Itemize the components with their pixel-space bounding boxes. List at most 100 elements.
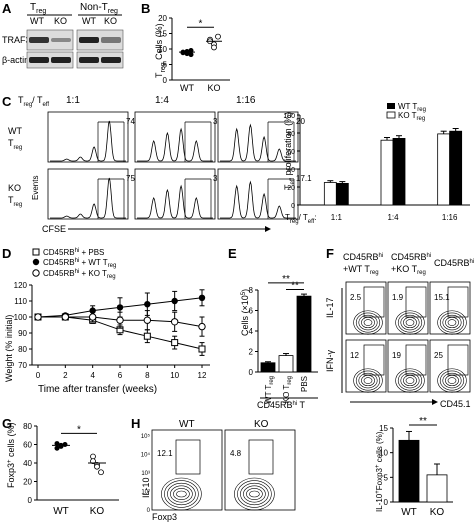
panel-h-contour (249, 490, 260, 498)
panel-b-chart: 0 5 10 15 20 WT KO * (158, 14, 230, 93)
panel-a-blot-traf3-right (76, 29, 124, 51)
panel-e-ytick-label: 0 (249, 368, 254, 377)
panel-h-sig: ** (419, 416, 427, 427)
panel-c-histogram-curve (137, 184, 213, 219)
panel-d-point-ko (34, 313, 42, 321)
panel-a-band (79, 37, 99, 43)
panel-c-bar-ytick-label: 100 (283, 113, 295, 120)
panel-h-bar-ytick-label: 15 (379, 424, 388, 433)
panel-e-ylabel: Cells (×105) (240, 289, 250, 336)
panel-e-bar (296, 295, 312, 373)
panel-g-ytick-label: 80 (23, 422, 32, 431)
panel-b-point-wt (188, 52, 194, 58)
panel-e-xtick-label: WT Treg (264, 376, 275, 404)
panel-c-gate-value: 75.5 (126, 174, 142, 183)
panel-d-point-wt (116, 304, 124, 311)
panel-h-flow-ytick: 10⁴ (141, 452, 151, 459)
panel-c-legend-wt-swatch (387, 103, 395, 109)
panel-c-ratio-1-16: 1:16 (236, 95, 256, 106)
panel-c-row-ko: KO (8, 183, 21, 193)
panel-c-bar-ytick-label: 80 (287, 131, 295, 138)
panel-f-gate (447, 344, 469, 376)
panel-f-gate-value: 25 (434, 351, 443, 360)
panel-f-contour (403, 375, 417, 387)
panel-f-contour (405, 377, 415, 384)
panel-c-histogram-box (47, 111, 129, 163)
panel-d-xtick-label: 0 (36, 371, 41, 380)
panel-f-contour (400, 314, 420, 331)
panel-c-row-wt-treg: Treg (8, 138, 22, 151)
panel-a-blot-traf3-left (26, 29, 74, 51)
panel-e-xtick-text: WT T (264, 385, 273, 404)
panel-g-ytick-label: 20 (23, 478, 32, 487)
panel-f-gate (363, 286, 385, 318)
panel-f-contour (361, 375, 375, 387)
panel-c-bar-xtick-label: 1:4 (387, 213, 399, 222)
panel-a-band (51, 57, 71, 63)
panel-d-ytick-label: 110 (14, 297, 27, 306)
panel-f-plot-box (429, 281, 471, 335)
panel-c-histogram-box (134, 168, 216, 220)
panel-f-col2-a: CD45RBhi (391, 252, 431, 262)
panel-f-contour (445, 375, 459, 387)
panel-d-ytick-label: 80 (18, 345, 27, 354)
panel-c-gate-value: 20 (296, 117, 305, 126)
panel-c-events-label: Events (31, 176, 40, 200)
panel-c-histogram-box (217, 168, 299, 220)
panel-c-bar-ytick-label: 60 (287, 149, 295, 156)
panel-b-letter: B (141, 1, 150, 16)
panel-a-col-ko1: KO (54, 16, 67, 26)
panel-c-histogram-box (134, 111, 216, 163)
panel-f-contour (442, 372, 462, 389)
panel-f-row-ifng: IFN-γ (325, 350, 335, 372)
panel-d-legend-wt: CD45RBhi + WT Treg (43, 258, 116, 269)
panel-c-ratio-1-1: 1:1 (66, 95, 80, 106)
panel-h-bar-ytick-label: 5 (384, 473, 389, 482)
panel-c-bar-ytick-label: 20 (287, 185, 295, 192)
panel-b-ytick-label: 10 (158, 45, 167, 54)
panel-a-col-wt1: WT (30, 16, 44, 26)
panel-d-point-ko (170, 318, 179, 326)
panel-c-legend-ko: KO Treg (398, 111, 425, 122)
panel-f-contour (439, 370, 465, 391)
panel-d-point-pbs (198, 345, 206, 353)
panel-b-sig: * (199, 18, 203, 29)
panel-e-letter: E (228, 246, 237, 261)
panel-g-point-ko (98, 469, 104, 476)
panel-g-letter: G (2, 416, 12, 431)
panel-c-bar-ytick-label: 0 (291, 203, 295, 210)
panel-d-legend-ko: CD45RBhi + KO Treg (43, 269, 116, 280)
panel-c-row-ko-treg: Treg (8, 195, 22, 208)
panel-f-letter: F (326, 246, 334, 261)
panel-f-contour (358, 372, 378, 389)
panel-b-point-ko (215, 33, 221, 40)
panel-c-histogram-curve (220, 123, 296, 162)
panel-d-ytick-label: 70 (18, 361, 27, 370)
panel-h-bar-xtick-label: KO (430, 507, 445, 518)
panel-f-contour (353, 368, 383, 393)
panel-e-xtick-sub: reg (287, 376, 293, 385)
panel-h-contour (246, 488, 263, 500)
panel-h-flow-ytick: 10⁵ (141, 433, 151, 440)
panel-c-histograms: 74.536.42075.536.717.1 (47, 111, 312, 220)
panel-f-col2-b: +KO Treg (391, 264, 426, 276)
panel-e-xtick-sub: reg (269, 376, 275, 385)
panel-d-chart: 70 80 90 100 110 120 0 2 4 6 8 10 12 (14, 281, 210, 380)
panel-e-xtick-label: PBS (300, 376, 309, 392)
panel-f-gate-value: 1.9 (392, 293, 404, 302)
panel-h-letter: H (131, 416, 140, 431)
panel-f-contour (355, 370, 381, 391)
panel-c-bar-xtick-label: 1:1 (331, 213, 343, 222)
panel-g-ytick-label: 0 (28, 496, 33, 505)
panel-f-plot-box (387, 339, 429, 393)
panel-d-letter: D (2, 246, 11, 261)
panel-c-bar-xprefix: Treg/ Teff: (285, 213, 317, 225)
panel-c-bar-xtick-label: 1:16 (442, 213, 458, 222)
panel-h-plot-box (224, 429, 296, 511)
panel-h-contour (234, 477, 275, 511)
panel-d-xtick-label: 8 (145, 371, 150, 380)
panel-g-sig: * (77, 424, 81, 435)
panel-f-gate (447, 286, 469, 318)
panel-d-xtick-label: 2 (63, 371, 68, 380)
